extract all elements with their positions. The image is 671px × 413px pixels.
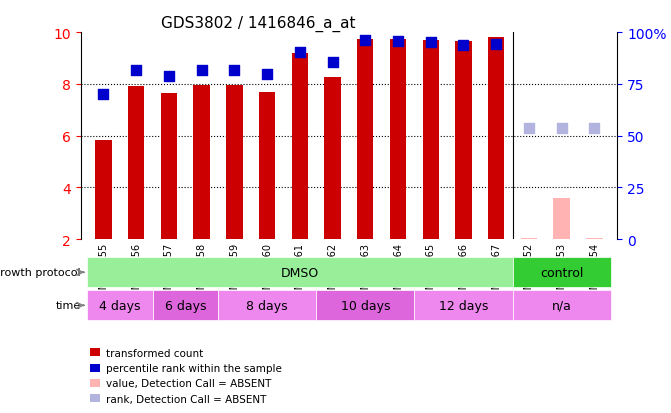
Bar bbox=[521, 238, 537, 240]
Point bbox=[491, 41, 502, 48]
FancyBboxPatch shape bbox=[316, 291, 415, 320]
Text: GDS3802 / 1416846_a_at: GDS3802 / 1416846_a_at bbox=[161, 16, 356, 32]
FancyBboxPatch shape bbox=[513, 291, 611, 320]
Text: 10 days: 10 days bbox=[341, 299, 390, 312]
Text: control: control bbox=[540, 266, 583, 279]
Bar bbox=[357, 40, 374, 240]
Bar bbox=[292, 54, 308, 240]
Point bbox=[393, 39, 403, 45]
Point bbox=[164, 74, 174, 80]
Text: time: time bbox=[55, 301, 81, 311]
FancyBboxPatch shape bbox=[152, 291, 218, 320]
Point bbox=[229, 67, 240, 74]
Point bbox=[98, 92, 109, 98]
Bar bbox=[226, 86, 242, 240]
Bar bbox=[128, 87, 144, 240]
Bar bbox=[161, 94, 177, 240]
Point bbox=[196, 67, 207, 74]
Text: growth protocol: growth protocol bbox=[0, 268, 81, 278]
Bar bbox=[95, 140, 111, 240]
Text: n/a: n/a bbox=[552, 299, 572, 312]
FancyBboxPatch shape bbox=[513, 258, 611, 287]
Bar bbox=[324, 78, 341, 240]
Point bbox=[556, 125, 567, 132]
Point bbox=[295, 49, 305, 56]
Bar bbox=[193, 86, 210, 240]
Point bbox=[523, 125, 534, 132]
Point bbox=[589, 125, 600, 132]
Text: DMSO: DMSO bbox=[280, 266, 319, 279]
Bar bbox=[488, 38, 505, 240]
Bar bbox=[456, 42, 472, 240]
Text: 6 days: 6 days bbox=[164, 299, 206, 312]
Point bbox=[360, 38, 370, 44]
Point bbox=[458, 43, 469, 49]
Legend: transformed count, percentile rank within the sample, value, Detection Call = AB: transformed count, percentile rank withi… bbox=[86, 344, 286, 408]
FancyBboxPatch shape bbox=[415, 291, 513, 320]
Text: 8 days: 8 days bbox=[246, 299, 288, 312]
Bar bbox=[554, 198, 570, 240]
Point bbox=[131, 67, 142, 74]
Bar bbox=[586, 238, 603, 240]
FancyBboxPatch shape bbox=[218, 291, 316, 320]
FancyBboxPatch shape bbox=[87, 258, 513, 287]
Text: 12 days: 12 days bbox=[439, 299, 488, 312]
Point bbox=[425, 40, 436, 47]
FancyBboxPatch shape bbox=[87, 291, 152, 320]
Text: 4 days: 4 days bbox=[99, 299, 140, 312]
Bar bbox=[423, 41, 439, 240]
Point bbox=[327, 59, 338, 66]
Bar bbox=[259, 93, 275, 240]
Bar bbox=[390, 40, 406, 240]
Point bbox=[262, 71, 272, 78]
